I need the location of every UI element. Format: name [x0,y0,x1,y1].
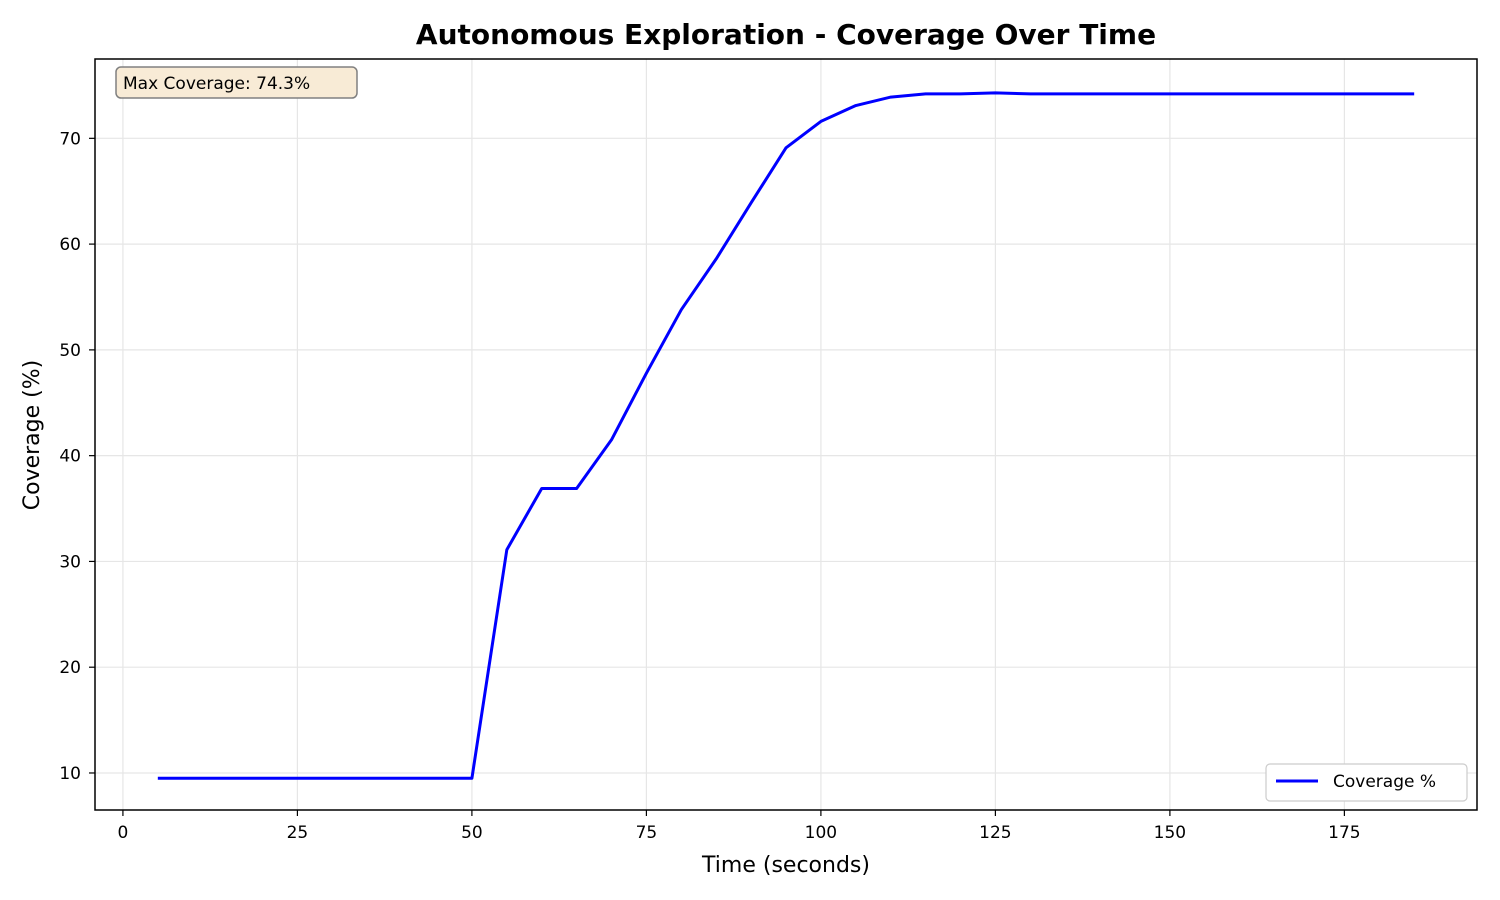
y-tick-label: 40 [59,447,81,467]
annotation-text: Max Coverage: 74.3% [123,74,310,94]
grid-layer [95,59,1477,810]
x-tick-label: 25 [287,823,309,843]
y-tick-label: 50 [59,341,81,361]
x-axis-label: Time (seconds) [701,853,870,878]
tick-layer: 0 25 50 75 100 125 150 175 10 20 30 40 50 60 70 [59,129,1360,843]
y-tick-label: 20 [59,658,81,678]
y-tick-label: 60 [59,235,81,255]
y-tick-label: 10 [59,764,81,784]
x-tick-label: 0 [118,823,129,843]
x-tick-label: 50 [461,823,483,843]
x-tick-label: 125 [979,823,1011,843]
legend-label: Coverage % [1333,772,1436,792]
chart-title: Autonomous Exploration - Coverage Over T… [416,18,1156,51]
legend: Coverage % [1265,763,1468,802]
series-layer [157,91,1415,780]
x-tick-label: 75 [636,823,658,843]
x-tick-label: 100 [805,823,837,843]
series-line-coverage [157,91,1415,780]
y-axis-label: Coverage (%) [20,360,45,510]
legend-box [1265,763,1468,802]
plot-frame [94,58,1478,811]
x-tick-label: 150 [1154,823,1186,843]
x-tick-label: 175 [1328,823,1360,843]
y-tick-label: 30 [59,552,81,572]
annotation-box-background [115,66,358,99]
max-coverage-annotation: Max Coverage: 74.3% [115,66,358,99]
y-tick-label: 70 [59,129,81,149]
